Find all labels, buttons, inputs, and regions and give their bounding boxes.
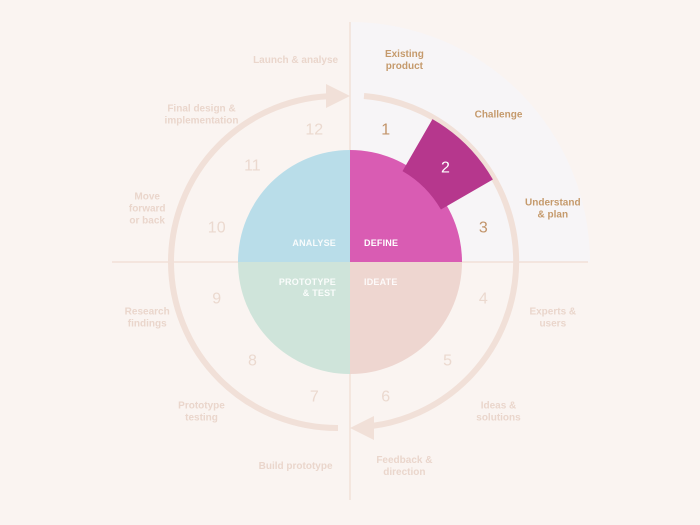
quadrant-label-analyse: ANALYSE [292, 238, 336, 248]
step-number-7: 7 [310, 388, 319, 405]
outer-label-step-4: Experts & users [529, 306, 576, 329]
step-number-10: 10 [208, 219, 226, 236]
step-number-3: 3 [479, 219, 488, 236]
step-number-1: 1 [381, 122, 390, 139]
cycle-ring-right-arc [361, 93, 520, 430]
outer-label-line: Prototype [178, 401, 225, 412]
outer-label-line: Ideas & [481, 401, 517, 412]
outer-label-line: Build prototype [259, 461, 333, 472]
step-number-12: 12 [305, 122, 323, 139]
outer-label-step-1: Existing product [385, 49, 424, 72]
outer-label-line: & plan [538, 210, 569, 221]
outer-label-line: Launch & analyse [253, 55, 338, 66]
cycle-ring-left-arc [168, 93, 339, 432]
outer-label-line: Understand [525, 198, 581, 209]
step-number-4: 4 [479, 291, 488, 308]
outer-label-step-5: Ideas & solutions [476, 401, 521, 424]
quadrant-prototype-test [238, 262, 350, 374]
outer-label-line: Challenge [475, 110, 523, 121]
outer-label-line: Feedback & [376, 455, 432, 466]
outer-label-line: Move [134, 192, 160, 203]
outer-label-step-11: Final design & implementation [165, 104, 239, 127]
outer-label-step-7: Build prototype [259, 461, 333, 472]
quadrant-analyse [238, 150, 350, 262]
outer-label-step-8: Prototype testing [178, 401, 225, 424]
step-number-6: 6 [381, 388, 390, 405]
outer-label-line: solutions [476, 413, 521, 424]
quadrant-label-define: DEFINE [364, 238, 398, 248]
quadrant-define [350, 150, 462, 262]
outer-label-line: Existing [385, 49, 424, 60]
outer-label-line: testing [185, 413, 218, 424]
outer-label-line: implementation [165, 116, 239, 127]
outer-label-step-10: Move forward or back [129, 192, 166, 227]
step-number-8: 8 [248, 353, 257, 370]
quadrant-ideate [350, 262, 462, 374]
outer-label-line: Experts & [529, 306, 576, 317]
arrow-head-bottom-icon [350, 416, 374, 440]
step-number-5: 5 [443, 353, 452, 370]
outer-label-step-3: Understand & plan [525, 198, 581, 221]
outer-label-step-2: Challenge [475, 110, 523, 121]
outer-label-line: direction [383, 467, 425, 478]
outer-label-step-9: Research findings [125, 306, 170, 329]
active-step-wedge [402, 119, 493, 210]
outer-label-line: Final design & [167, 104, 235, 115]
outer-label-line: product [386, 61, 424, 72]
outer-label-step-6: Feedback & direction [376, 455, 432, 478]
step-number-9: 9 [212, 291, 221, 308]
step-number-11: 11 [244, 157, 261, 174]
arrow-head-top-icon [326, 84, 350, 108]
outer-step-labels: Existing product Challenge Understand & plan… [125, 49, 581, 478]
outer-label-line: or back [129, 216, 165, 227]
step-number-2: 2 [441, 160, 450, 177]
outer-label-step-12: Launch & analyse [253, 55, 338, 66]
quadrant-label-prototype: PROTOTYPE [279, 277, 336, 287]
outer-label-line: users [539, 318, 566, 329]
outer-label-line: forward [129, 204, 166, 215]
outer-label-line: findings [128, 318, 167, 329]
quadrant-label-ideate: IDEATE [364, 277, 398, 287]
quadrant-label-test: & TEST [303, 288, 337, 298]
outer-label-line: Research [125, 306, 170, 317]
